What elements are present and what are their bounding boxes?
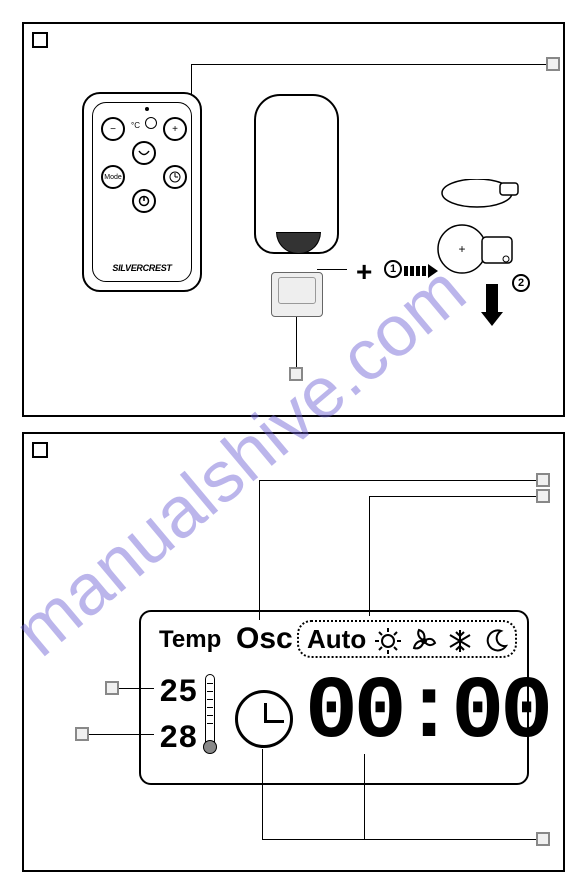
tempc-label: °C bbox=[131, 121, 140, 130]
thermometer-bulb-icon bbox=[203, 740, 217, 754]
callout-marker bbox=[536, 473, 550, 487]
callout-marker bbox=[546, 57, 560, 71]
callout-marker bbox=[289, 367, 303, 381]
mount-bracket bbox=[271, 272, 323, 317]
mode-button: Mode bbox=[101, 165, 125, 189]
timer-button bbox=[163, 165, 187, 189]
leader-line bbox=[317, 269, 347, 270]
power-button bbox=[132, 189, 156, 213]
leader-line bbox=[259, 480, 536, 481]
corner-marker-top bbox=[32, 32, 48, 48]
lcd-display: Temp Osc Auto 25 28 00:00 bbox=[139, 610, 529, 785]
leader-line bbox=[259, 480, 260, 620]
bracket-inner bbox=[278, 277, 316, 304]
power-icon bbox=[138, 195, 150, 207]
osc-label: Osc bbox=[236, 622, 293, 656]
fan-icon bbox=[411, 628, 437, 654]
svg-text:+: + bbox=[458, 242, 465, 256]
temp-label: Temp bbox=[159, 626, 221, 654]
auto-label: Auto bbox=[307, 624, 366, 655]
leader-line bbox=[364, 839, 536, 840]
osc-button bbox=[132, 141, 156, 165]
temp-set-value: 28 bbox=[159, 720, 197, 757]
callout-marker bbox=[536, 489, 550, 503]
panel-top: − °C + Mode SILVERCREST + bbox=[22, 22, 565, 417]
device-notch bbox=[276, 232, 321, 254]
step-1-marker: 1 bbox=[384, 260, 402, 278]
remote-inner-frame: − °C + Mode SILVERCREST bbox=[92, 102, 192, 282]
remote-control: − °C + Mode SILVERCREST bbox=[82, 92, 202, 292]
brand-label: SILVERCREST bbox=[93, 263, 191, 273]
moon-icon bbox=[483, 628, 509, 654]
callout-marker bbox=[75, 727, 89, 741]
leader-line bbox=[369, 496, 370, 616]
leader-line bbox=[89, 734, 154, 735]
battery-compartment: + bbox=[434, 219, 519, 279]
plus-icon: + bbox=[356, 256, 372, 288]
plus-button: + bbox=[163, 117, 187, 141]
arrow-down-icon bbox=[486, 284, 498, 314]
ir-led-icon bbox=[145, 107, 149, 111]
leader-line bbox=[262, 839, 365, 840]
clock-icon bbox=[169, 171, 181, 183]
leader-line bbox=[262, 749, 263, 839]
callout-marker bbox=[105, 681, 119, 695]
clock-hand bbox=[266, 720, 284, 723]
callout-marker bbox=[536, 832, 550, 846]
arrow-right-icon bbox=[404, 264, 438, 278]
clock-small-icon bbox=[145, 117, 157, 129]
corner-marker-bottom bbox=[32, 442, 48, 458]
leader-line bbox=[296, 317, 297, 367]
leader-line bbox=[364, 754, 365, 839]
sun-icon bbox=[375, 628, 401, 654]
timer-clock-icon bbox=[235, 690, 293, 748]
leader-line bbox=[191, 64, 192, 94]
arrow-down-head-icon bbox=[481, 312, 503, 326]
snowflake-icon bbox=[447, 628, 473, 654]
leader-line bbox=[191, 64, 546, 65]
smile-icon bbox=[137, 146, 151, 160]
temp-current-value: 25 bbox=[159, 674, 197, 711]
device-body bbox=[254, 94, 339, 254]
time-value: 00:00 bbox=[305, 664, 549, 763]
leader-line bbox=[369, 496, 536, 497]
minus-button: − bbox=[101, 117, 125, 141]
leader-line bbox=[119, 688, 154, 689]
mode-indicator-box: Auto bbox=[297, 620, 517, 658]
thermometer-icon bbox=[205, 674, 215, 742]
step-2-marker: 2 bbox=[512, 274, 530, 292]
panel-bottom: Temp Osc Auto 25 28 00:00 bbox=[22, 432, 565, 872]
